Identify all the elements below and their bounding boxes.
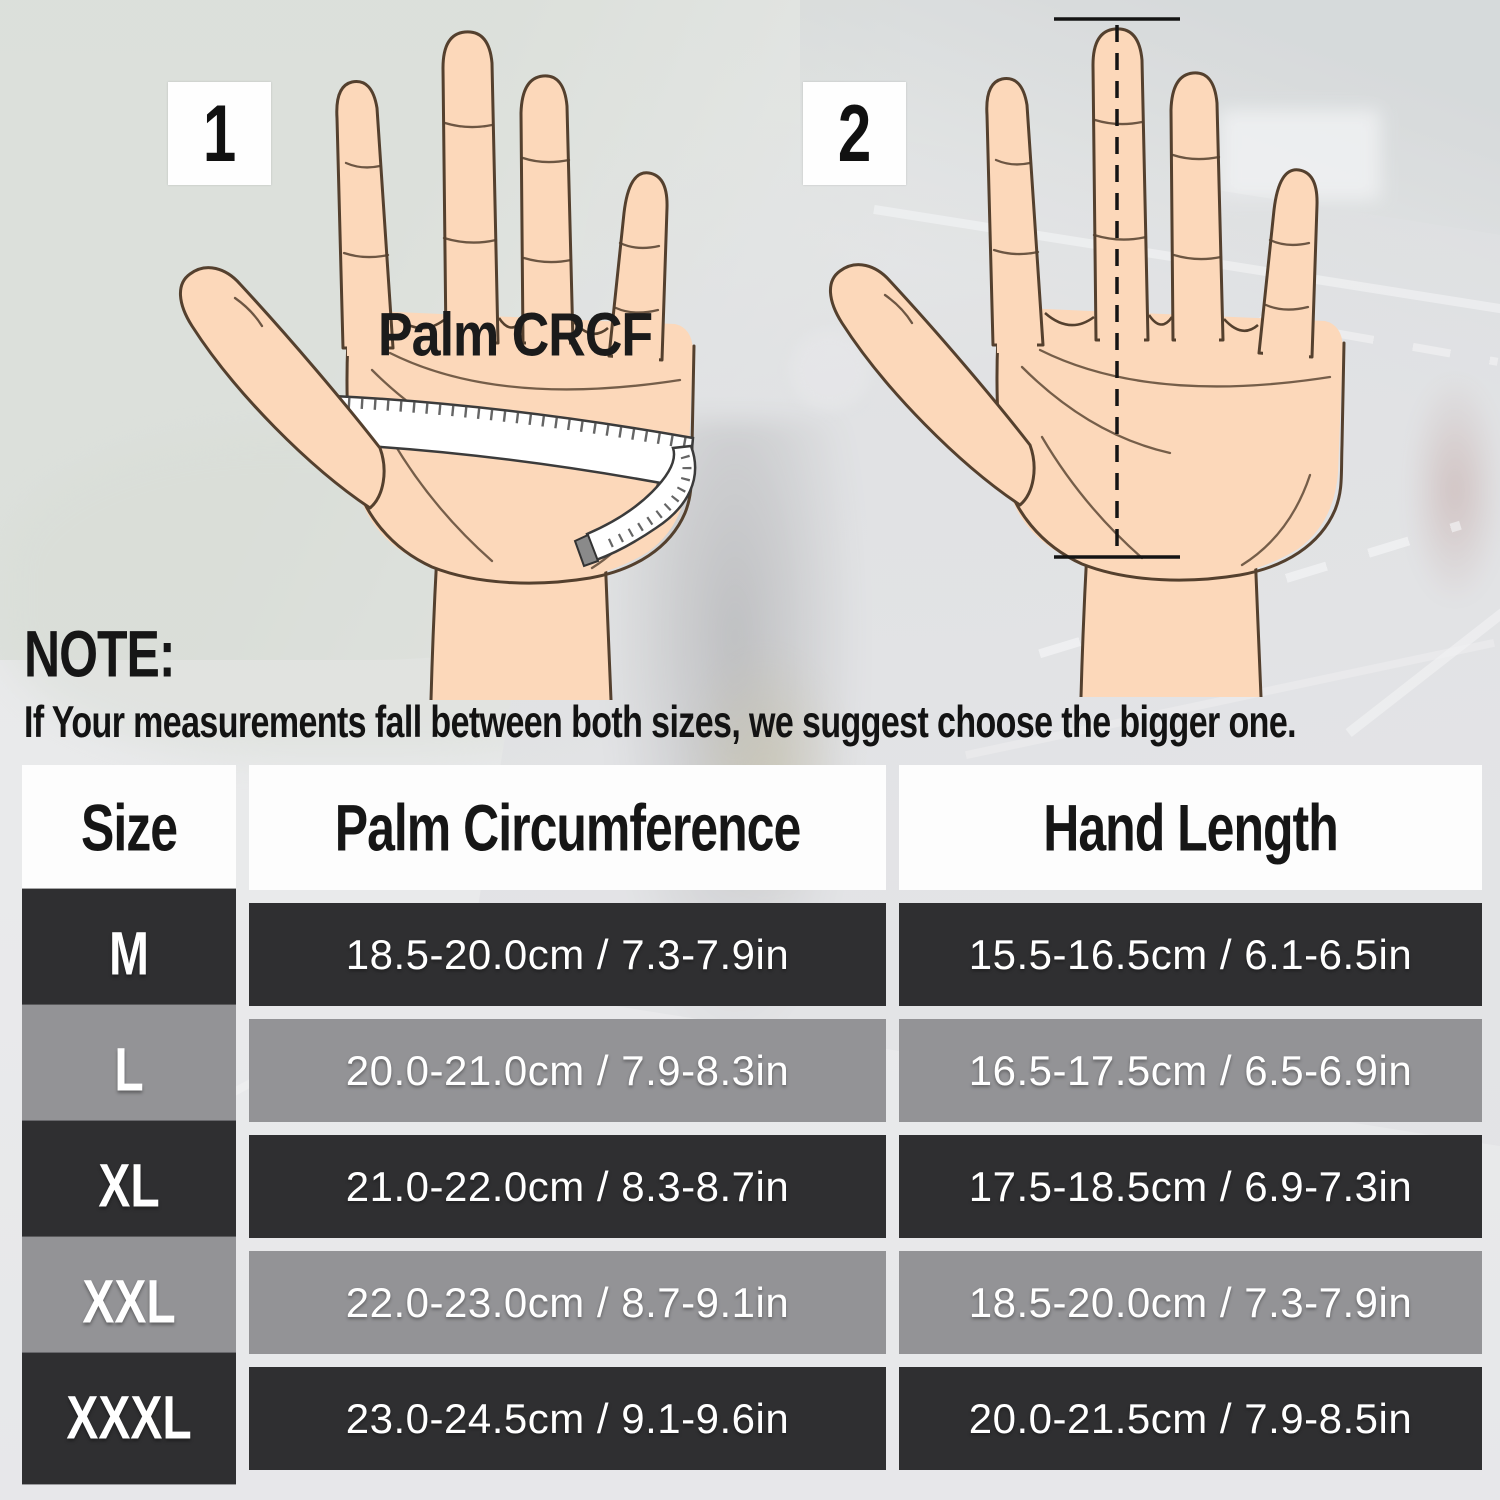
step-2-number: 2 [837, 88, 872, 179]
size-cell: XXL [22, 1236, 236, 1369]
hand-illustration-palm-circumference [178, 30, 697, 702]
hand-illustration-hand-length [828, 17, 1346, 699]
note-text: If Your measurements fall between both s… [24, 698, 1297, 748]
size-cell: M [22, 888, 236, 1021]
hand-cell: 15.5-16.5cm / 6.1-6.5in [899, 903, 1482, 1006]
hand-cell: 16.5-17.5cm / 6.5-6.9in [899, 1019, 1482, 1122]
hand-cell: 20.0-21.5cm / 7.9-8.5in [899, 1367, 1482, 1470]
size-table: Size Palm Circumference Hand Length M 18.… [22, 765, 1482, 1485]
note-title: NOTE: [24, 617, 176, 692]
step-1-number: 1 [202, 88, 237, 179]
palm-cell: 22.0-23.0cm / 8.7-9.1in [249, 1251, 886, 1354]
palm-cell: 23.0-24.5cm / 9.1-9.6in [249, 1367, 886, 1470]
size-cell: XXXL [22, 1352, 236, 1485]
size-cell: XL [22, 1120, 236, 1253]
column-header-size: Size [22, 765, 236, 890]
background-distant-rider [1410, 380, 1500, 600]
hand-cell: 17.5-18.5cm / 6.9-7.3in [899, 1135, 1482, 1238]
step-1-badge: 1 [168, 82, 271, 185]
hand-cell: 18.5-20.0cm / 7.3-7.9in [899, 1251, 1482, 1354]
palm-cell: 20.0-21.0cm / 7.9-8.3in [249, 1019, 886, 1122]
size-cell: L [22, 1004, 236, 1137]
palm-cell: 18.5-20.0cm / 7.3-7.9in [249, 903, 886, 1006]
column-header-palm-circumference: Palm Circumference [249, 765, 886, 890]
palm-circumference-annotation: Palm CRCF [378, 301, 653, 370]
palm-cell: 21.0-22.0cm / 8.3-8.7in [249, 1135, 886, 1238]
step-2-badge: 2 [803, 82, 906, 185]
column-header-hand-length: Hand Length [899, 765, 1482, 890]
